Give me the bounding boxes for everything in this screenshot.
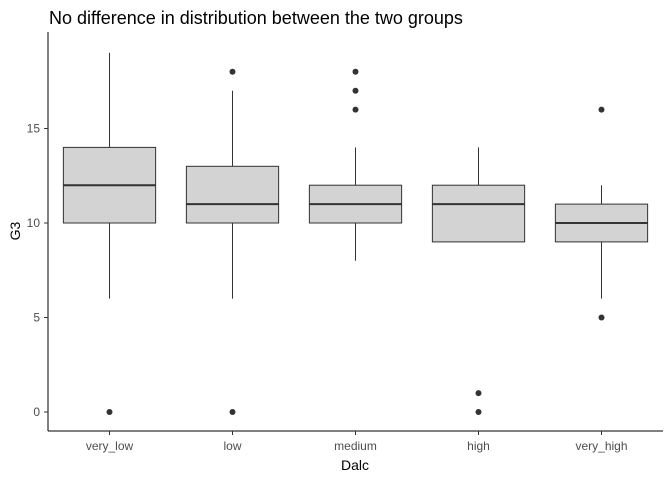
outlier-point bbox=[598, 314, 605, 321]
x-tick-label: low bbox=[223, 439, 241, 453]
x-axis-ticks: very_low low medium high very_high bbox=[86, 431, 628, 453]
outlier-point bbox=[352, 87, 359, 94]
box-low bbox=[185, 68, 280, 415]
x-tick-label: very_low bbox=[86, 439, 134, 453]
y-tick-label: 10 bbox=[27, 216, 41, 230]
y-axis-ticks: 0 5 10 15 bbox=[27, 122, 48, 419]
y-tick-label: 15 bbox=[27, 122, 41, 136]
outlier-point bbox=[229, 409, 236, 415]
box-iqr bbox=[431, 184, 526, 243]
x-tick-label: medium bbox=[334, 439, 377, 453]
box-medium bbox=[308, 68, 403, 261]
y-tick-label: 5 bbox=[33, 311, 40, 325]
y-axis-title: G3 bbox=[7, 221, 23, 240]
outlier-point bbox=[352, 68, 359, 75]
outlier-point bbox=[352, 106, 359, 113]
y-tick-label: 0 bbox=[33, 405, 40, 419]
box-very_high bbox=[554, 106, 649, 321]
box-iqr bbox=[185, 165, 280, 224]
chart-title: No difference in distribution between th… bbox=[49, 8, 463, 28]
outlier-point bbox=[475, 390, 482, 397]
x-axis-title: Dalc bbox=[341, 457, 369, 473]
plot-area bbox=[62, 52, 649, 415]
outlier-point bbox=[229, 68, 236, 75]
box-high bbox=[431, 147, 526, 415]
box-very_low bbox=[62, 52, 157, 415]
x-tick-label: high bbox=[467, 439, 490, 453]
outlier-point bbox=[106, 409, 113, 415]
outlier-point bbox=[475, 409, 482, 415]
outlier-point bbox=[598, 106, 605, 113]
x-tick-label: very_high bbox=[575, 439, 627, 453]
